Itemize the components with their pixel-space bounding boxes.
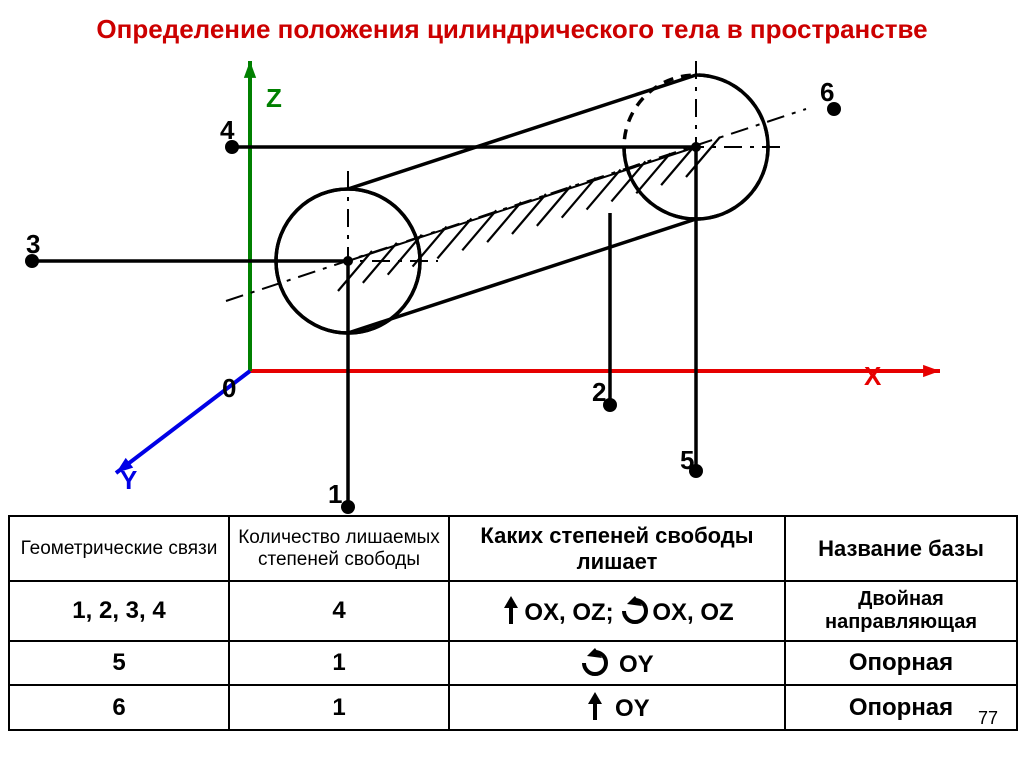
table-row: 61 OYОпорная (9, 685, 1017, 730)
constraints-table: Геометрические связиКоличество лишаемых … (8, 515, 1018, 731)
col-header: Количество лишаемых степеней свободы (229, 516, 449, 581)
table-row: 1, 2, 3, 44OX, OZ; OX, OZДвойная направл… (9, 581, 1017, 641)
table-row: 51 OYОпорная (9, 641, 1017, 686)
col-header: Геометрические связи (9, 516, 229, 581)
col-header: Каких степеней свободы лишает (449, 516, 785, 581)
col-header: Название базы (785, 516, 1017, 581)
page-title: Определение положения цилиндрического те… (8, 16, 1016, 43)
diagram-3d-cylinder: XZY0123456 (8, 43, 1016, 515)
slide-number: 77 (978, 708, 998, 729)
